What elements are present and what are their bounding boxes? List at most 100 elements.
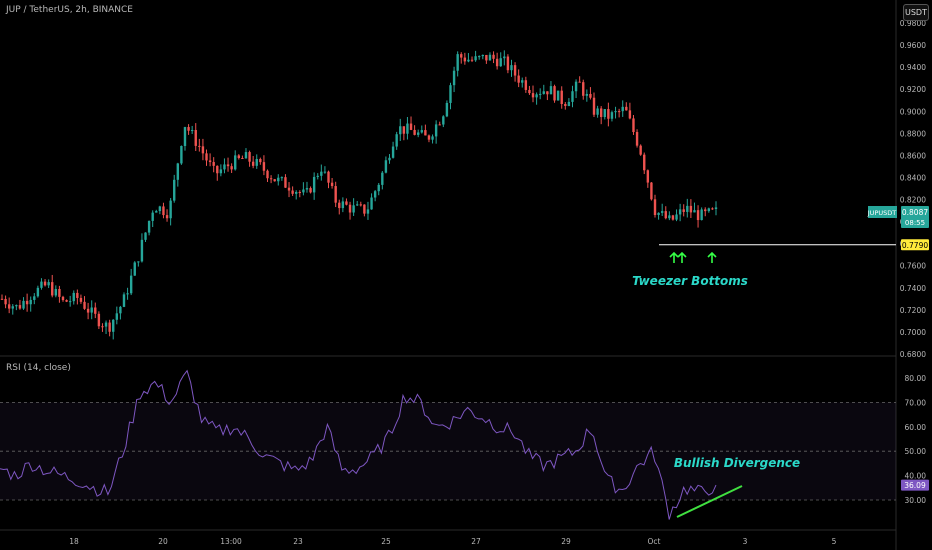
candle [621,100,624,117]
time-tick-label: 29 [561,537,571,546]
candle [58,285,61,303]
candle [531,85,535,103]
rsi-tick-label: 50.00 [905,447,927,456]
candle [445,100,449,118]
candle [115,306,119,325]
candle [542,84,545,95]
candle [653,194,657,218]
candle [646,169,650,188]
candle [352,198,355,216]
price-tick-label: 0.9000 [900,107,926,116]
bar-countdown: 08:55 [905,219,925,227]
time-tick-label: 13:00 [220,537,242,546]
candle [528,85,531,95]
price-tick-label: 0.9600 [900,41,926,50]
candle [97,311,101,330]
candle [11,304,14,315]
candle [592,92,596,118]
candle [291,186,294,196]
candle [316,173,319,180]
candle [180,145,183,165]
candle [155,209,158,213]
candle [399,118,402,141]
rsi-tick-label: 40.00 [905,472,927,481]
candle [165,209,169,222]
candle [406,116,409,140]
candle [470,56,474,63]
candle [438,121,441,126]
candle [173,174,176,203]
candle [223,158,226,174]
candle [434,120,438,144]
candle [7,297,11,314]
rsi-tick-label: 60.00 [905,423,927,432]
candle [578,76,581,83]
candle [499,52,502,67]
candle [359,201,362,207]
candle [603,109,606,120]
candle [643,152,646,175]
candle [47,279,50,289]
candle [424,124,427,136]
candle [0,294,4,300]
candle [513,62,517,82]
candle [596,105,599,118]
candle [664,206,667,220]
rsi-axis: 80.00 70.00 60.00 50.00 40.00 30.00 [905,374,927,505]
candle [488,52,492,61]
candle [251,155,255,169]
rsi-tick-label: 30.00 [905,496,927,505]
candle [76,289,79,305]
candle [176,162,180,187]
candle [682,204,685,217]
candle [546,91,549,101]
currency-button[interactable]: USDT [903,4,929,21]
candle [147,220,151,236]
candle [327,170,330,189]
candle [610,110,614,122]
candle [477,55,481,60]
candle [485,54,488,64]
candle [4,295,7,309]
candle [686,198,689,218]
candle [151,210,154,228]
price-tick-label: 0.8200 [900,196,926,205]
candle [226,157,230,172]
candle [334,181,337,208]
candle [284,174,287,188]
candle [305,181,309,193]
candle [599,106,603,125]
candle [388,154,391,164]
candle [237,154,241,160]
candle [492,51,495,64]
candle [449,82,452,110]
candle [431,134,434,144]
time-tick-label: 5 [832,537,837,546]
rsi-level-lines [0,401,896,501]
candle [108,319,111,337]
candle [36,285,40,298]
candle [538,88,542,100]
time-tick-label: 20 [158,537,168,546]
candle [553,84,556,103]
candle [201,138,205,161]
candle [187,124,190,135]
candle [614,106,617,119]
candle [194,123,197,152]
candle [104,320,108,334]
price-tick-label: 0.7200 [900,306,926,315]
candle [377,183,380,196]
candle [341,197,345,213]
tweezer-arrows [669,251,717,263]
last-price-symbol: JUPUSDT [867,209,896,217]
candle [460,52,463,64]
candlestick-series [0,50,718,340]
candle [549,81,553,95]
candle [190,125,194,134]
candle [707,207,711,213]
candle [678,203,682,222]
candle [696,205,700,228]
candle [244,148,248,159]
candle [277,174,280,186]
